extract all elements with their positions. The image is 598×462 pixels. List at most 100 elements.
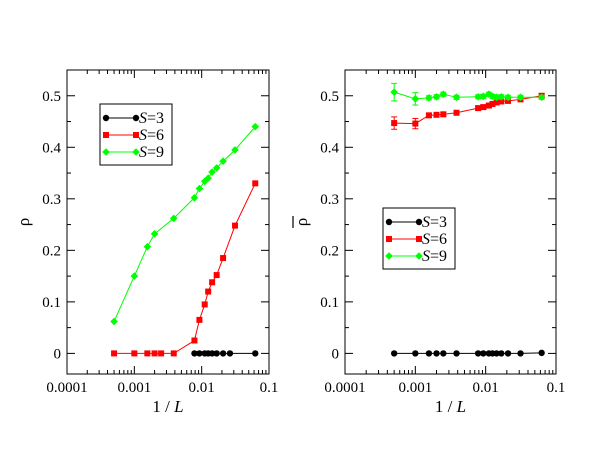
data-point	[190, 193, 199, 202]
data-point	[213, 272, 220, 279]
data-point	[130, 272, 139, 280]
y-tick-label: 0.2	[320, 243, 339, 259]
legend-marker	[103, 132, 109, 138]
x-axis-label: 1 / L	[435, 397, 466, 416]
series-S-6	[111, 180, 259, 357]
y-tick-label: 0	[332, 346, 340, 362]
data-point	[170, 350, 177, 357]
data-point	[208, 168, 216, 176]
data-point	[425, 350, 433, 357]
legend: S=3S=6S=9	[99, 103, 173, 166]
series-line	[114, 183, 256, 354]
series-S-3	[191, 350, 259, 357]
x-tick-label: 0.01	[189, 380, 215, 396]
y-tick-label: 0.2	[42, 243, 61, 259]
data-point	[479, 92, 488, 101]
data-point	[391, 120, 398, 127]
data-point	[205, 288, 212, 295]
y-tick-label: 0.4	[42, 140, 61, 156]
data-point	[493, 99, 500, 106]
data-point	[231, 146, 239, 154]
data-point	[252, 350, 259, 357]
y-tick-label: 0.1	[42, 295, 61, 311]
data-point	[485, 90, 493, 99]
legend-marker	[102, 148, 110, 156]
panel-2: 0.0001 0.001 0.01 0.1 0 0.1 0.2 0.3 0.4 0.5 1 / L ρ…	[292, 69, 566, 416]
data-point	[440, 350, 447, 357]
legend-marker	[415, 218, 423, 226]
data-point	[504, 93, 512, 102]
data-point	[196, 350, 203, 357]
data-point	[191, 337, 198, 344]
data-point	[453, 350, 460, 357]
data-point	[452, 93, 461, 102]
legend-marker	[415, 252, 423, 260]
data-point	[517, 350, 524, 357]
data-point	[497, 92, 506, 101]
data-point	[488, 92, 497, 101]
x-tick-label: 0.0001	[46, 380, 87, 396]
data-point	[432, 92, 441, 101]
x-tick-label: 0.001	[398, 380, 432, 396]
data-point	[538, 349, 545, 357]
x-tick-label: 0.1	[260, 380, 279, 396]
data-point	[440, 111, 447, 118]
data-point	[213, 350, 220, 357]
data-point	[480, 104, 487, 111]
data-point	[425, 112, 432, 119]
data-point	[219, 157, 227, 165]
data-point	[212, 164, 221, 172]
data-point	[150, 230, 159, 238]
data-point	[252, 180, 259, 187]
data-point	[504, 350, 512, 357]
data-point	[412, 120, 419, 127]
series-S-3	[390, 349, 545, 357]
data-point	[151, 350, 158, 357]
y-axis-label: ρ	[14, 218, 33, 226]
data-point	[492, 93, 501, 102]
data-point	[433, 111, 440, 118]
x-axis-label: 1 / L	[152, 397, 183, 416]
data-point	[390, 350, 398, 357]
y-tick-label: 0.5	[320, 89, 339, 105]
data-point	[516, 93, 525, 102]
data-point	[453, 109, 460, 116]
y-tick-label: 0.4	[320, 140, 339, 156]
data-point	[425, 94, 433, 102]
x-tick-label: 0.1	[547, 380, 566, 396]
data-point	[489, 101, 496, 108]
data-point	[208, 350, 216, 357]
series-S-9	[110, 122, 260, 326]
legend-label: S=9	[422, 248, 447, 265]
legend-marker	[133, 132, 139, 138]
x-tick-label: 0.0001	[324, 380, 365, 396]
data-point	[439, 90, 448, 99]
legend-marker	[416, 236, 422, 242]
data-point	[204, 174, 212, 183]
legend-marker	[132, 148, 140, 156]
y-tick-label: 0.5	[42, 89, 61, 105]
data-point	[169, 214, 178, 223]
data-point	[158, 350, 165, 357]
data-point	[498, 350, 505, 357]
legend-label: S=3	[422, 214, 447, 231]
data-point	[144, 350, 151, 357]
data-point	[390, 88, 398, 96]
legend-label: S=3	[139, 110, 164, 127]
data-point	[485, 102, 492, 109]
plot-frame	[344, 69, 557, 375]
data-point	[209, 279, 216, 286]
data-point	[110, 317, 118, 326]
legend-marker	[386, 236, 392, 242]
series-S-9	[390, 82, 546, 106]
legend-label: S=6	[139, 127, 164, 144]
data-point	[131, 350, 138, 357]
data-point	[232, 222, 239, 229]
panel-1: 0.0001 0.001 0.01 0.1 0 0.1 0.2 0.3 0.4 0.5 1 / L ρ…	[14, 69, 279, 416]
legend-marker	[385, 218, 393, 226]
data-point	[412, 350, 419, 357]
data-point	[143, 242, 152, 251]
y-tick-label: 0.3	[42, 192, 61, 208]
data-point	[191, 350, 198, 357]
